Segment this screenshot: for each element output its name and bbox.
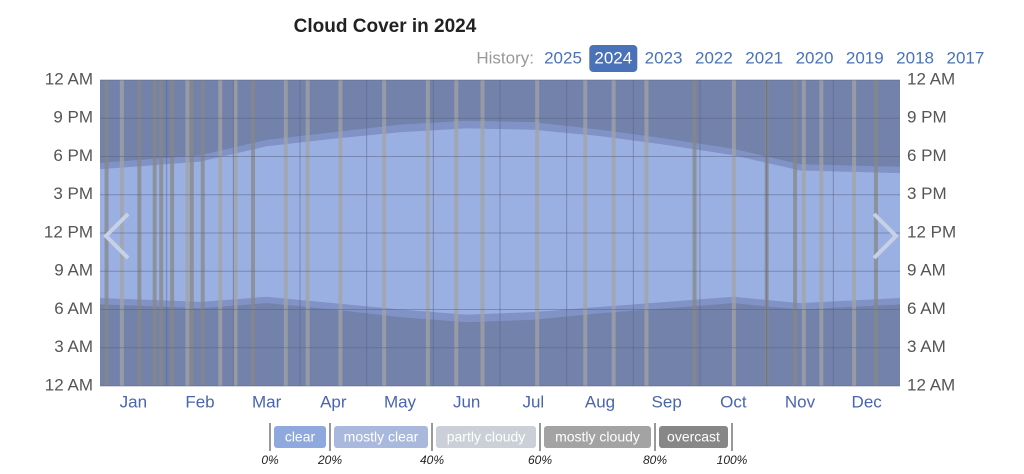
- history-year[interactable]: 2020: [796, 48, 834, 67]
- x-tick-label: Apr: [320, 392, 347, 411]
- x-tick-label: Jan: [120, 392, 147, 411]
- legend-tick-label: 80%: [643, 453, 667, 467]
- history-year[interactable]: 2018: [896, 48, 934, 67]
- history-year[interactable]: 2017: [946, 48, 984, 67]
- y2-tick-label: 6 AM: [907, 299, 946, 318]
- legend-swatch: [659, 426, 728, 448]
- legend-label: clear: [285, 429, 316, 445]
- y2-tick-label: 12 PM: [907, 222, 956, 241]
- y-tick-label: 12 PM: [44, 222, 93, 241]
- legend-tick-label: 100%: [717, 453, 748, 467]
- x-tick-label: May: [384, 392, 417, 411]
- x-tick-label: Nov: [785, 392, 816, 411]
- y-tick-label: 3 AM: [54, 337, 93, 356]
- y-tick-label: 6 PM: [53, 146, 93, 165]
- y-tick-label: 9 PM: [53, 108, 93, 127]
- legend-label: partly cloudy: [447, 429, 526, 445]
- selected-year-bg: [589, 45, 638, 72]
- y-tick-label: 9 AM: [54, 261, 93, 280]
- x-tick-label: Jul: [522, 392, 544, 411]
- x-tick-label: Aug: [585, 392, 615, 411]
- legend-tick-label: 40%: [420, 453, 444, 467]
- legend-swatch: [544, 426, 651, 448]
- legend-swatch: [274, 426, 326, 448]
- history-label: History:: [476, 48, 534, 67]
- y-tick-label: 12 AM: [45, 69, 93, 88]
- history-year[interactable]: 2023: [645, 48, 683, 67]
- y2-tick-label: 3 PM: [907, 184, 947, 203]
- y2-tick-label: 9 AM: [907, 261, 946, 280]
- prev-arrow[interactable]: [103, 212, 130, 260]
- legend-tick-label: 20%: [317, 453, 342, 467]
- y-tick-label: 3 PM: [53, 184, 93, 203]
- legend-swatch: [436, 426, 536, 448]
- y2-tick-label: 3 AM: [907, 337, 946, 356]
- legend-label: mostly clear: [344, 429, 419, 445]
- y2-tick-label: 6 PM: [907, 146, 947, 165]
- x-tick-label: Sep: [652, 392, 682, 411]
- legend-tick-label: 60%: [528, 453, 552, 467]
- y-tick-label: 6 AM: [54, 299, 93, 318]
- x-tick-label: Oct: [720, 392, 747, 411]
- x-tick-label: Mar: [252, 392, 282, 411]
- legend-tick-label: 0%: [261, 453, 279, 467]
- history-year[interactable]: 2024: [594, 48, 632, 67]
- x-tick-label: Dec: [852, 392, 883, 411]
- next-arrow[interactable]: [872, 212, 899, 260]
- chart-title: Cloud Cover in 2024: [294, 16, 477, 37]
- history-year[interactable]: 2022: [695, 48, 733, 67]
- y2-tick-label: 9 PM: [907, 108, 947, 127]
- x-tick-label: Jun: [453, 392, 480, 411]
- legend-swatch: [334, 426, 428, 448]
- legend-label: mostly cloudy: [555, 429, 640, 445]
- y2-tick-label: 12 AM: [907, 69, 955, 88]
- history-year[interactable]: 2019: [846, 48, 884, 67]
- y-tick-label: 12 AM: [45, 375, 93, 394]
- x-tick-label: Feb: [185, 392, 214, 411]
- history-year[interactable]: 2021: [745, 48, 783, 67]
- legend-label: overcast: [667, 429, 720, 445]
- history-year[interactable]: 2025: [544, 48, 582, 67]
- y2-tick-label: 12 AM: [907, 375, 955, 394]
